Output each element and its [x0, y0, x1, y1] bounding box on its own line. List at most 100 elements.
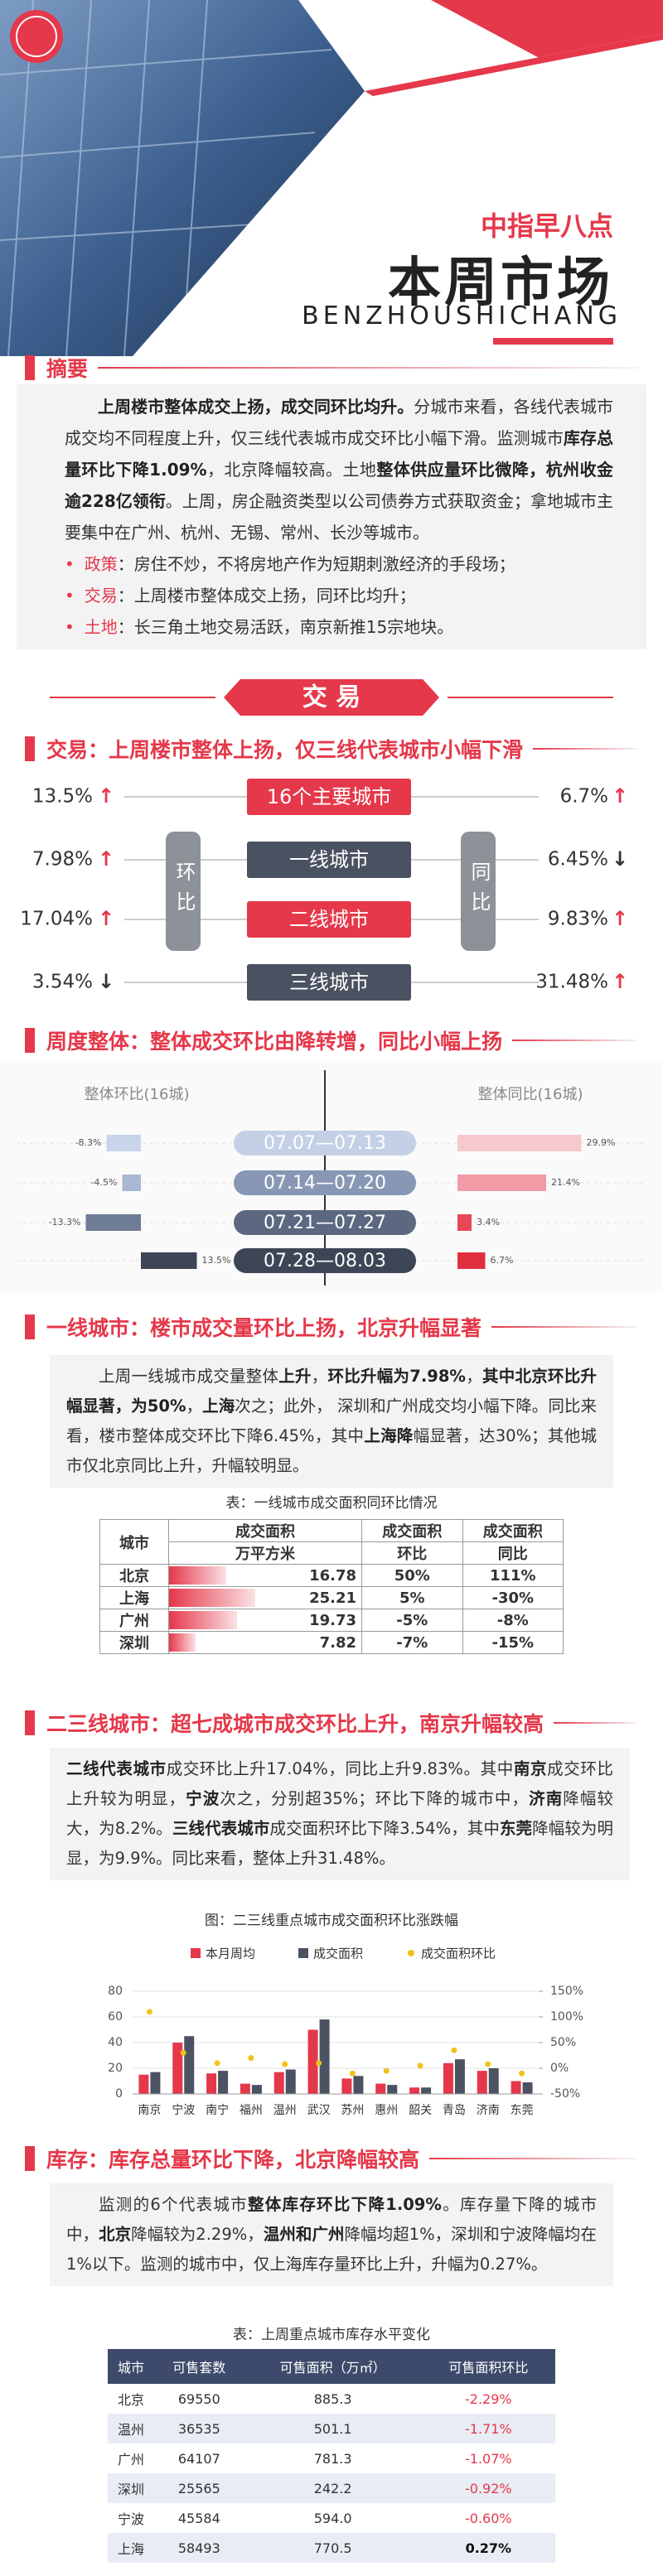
text-run: 。上周，房企融资类型以公司债券方式获取资金；拿地城市主要集中在广州、杭州、无锡、… [65, 491, 614, 543]
area-cell: 25.21 [168, 1586, 362, 1609]
bar [251, 2085, 262, 2094]
table-row: 深圳 7.82 -7% -15% [99, 1631, 564, 1654]
table-cell: 深圳 [117, 2482, 144, 2497]
header-cell: 成交面积 [168, 1519, 362, 1542]
table-cell: 0.27% [465, 2540, 512, 2556]
bold-text: 环比升幅为7.98% [327, 1367, 466, 1386]
area-bar [169, 1566, 227, 1585]
x-tick-label: 苏州 [341, 2104, 364, 2117]
y-tick-label: 20 [108, 2062, 123, 2075]
mom-arrow: ↓ [98, 970, 114, 993]
table-row: 宁波 45584 594.0 -0.60% [108, 2503, 555, 2533]
table-cell: 111% [462, 1564, 564, 1587]
bold-text: 北京 [99, 2225, 132, 2244]
summary-heading: 摘要 [25, 351, 638, 384]
header-cell: 可售套数 [153, 2349, 244, 2384]
table-cell: -8% [462, 1609, 564, 1632]
side-label-box [461, 832, 496, 951]
yoy-bar [457, 1252, 486, 1269]
text-run: 次之，分别超35%；环比下降的城市中， [220, 1789, 530, 1808]
building [0, 0, 365, 356]
bold-text: 整体库存环比下降1.09% [247, 2195, 442, 2214]
week-pill [234, 1248, 416, 1273]
bold-text: 其中北京环比升幅显著，为50% [66, 1367, 597, 1416]
header-cell: 城市 [99, 1519, 169, 1565]
table-cell: 770.5 [313, 2540, 352, 2556]
table-row: 广州 19.73 -5% -8% [99, 1609, 564, 1632]
mom-arrow: ↑ [98, 847, 114, 871]
y-tick-label: 40 [108, 2036, 123, 2049]
yoy-bar [457, 1175, 546, 1191]
y-tick-label: 80 [108, 1985, 123, 1998]
yoy-arrow: ↑ [612, 970, 628, 993]
subheader-cell: 环比 [361, 1541, 463, 1565]
table-cell: -2.29% [465, 2390, 512, 2407]
table-row: 深圳 25565 242.2 -0.92% [108, 2473, 555, 2503]
text-run: 降幅较为明显，为9.9%。同比来看，整体上升31.48%。 [66, 1819, 613, 1868]
area-cell: 7.82 [168, 1631, 362, 1654]
bold-text: 上升 [278, 1367, 312, 1386]
row-name: 16个主要城市 [267, 785, 392, 808]
week-label: 07.21—07.27 [264, 1213, 386, 1233]
bar [240, 2083, 250, 2094]
yoy-value: 6.45% [548, 849, 608, 871]
table-cell: -5% [361, 1609, 463, 1632]
row-name: 二线城市 [289, 908, 369, 931]
table-cell: 25565 [177, 2480, 220, 2496]
left-title: 整体环比(16城) [85, 1086, 190, 1103]
mom-value: 17.04% [20, 909, 93, 930]
x-tick-label: 惠州 [375, 2104, 398, 2117]
side-label: 同比 [467, 861, 491, 921]
yoy-label: 21.4% [551, 1177, 580, 1188]
bold-text: 库存总量环比下降1.09% [65, 428, 613, 480]
text-run: 幅显著，达30%；其他城市仅北京同比上升，升幅较明显。 [66, 1426, 598, 1475]
table-cell: 北京 [99, 1564, 169, 1587]
bar [218, 2071, 229, 2094]
mom-label: -4.5% [91, 1177, 118, 1188]
x-tick-label: 温州 [273, 2104, 297, 2117]
bullet-text: ：房住不炒，不将房地产作为短期刺激经济的手段场； [117, 554, 515, 574]
legend-label: 本月周均 [206, 1946, 255, 1961]
week-label: 07.28—08.03 [264, 1251, 386, 1271]
y2-tick-label: 0% [550, 2062, 569, 2075]
mom-label: -8.3% [75, 1137, 102, 1148]
logo [10, 10, 63, 63]
heading-text: 交易：上周楼市整体上扬，仅三线代表城市小幅下滑 [46, 738, 524, 762]
table-cell: 69550 [177, 2390, 220, 2407]
tier1-box: 上周一线城市成交量整体上升，环比升幅为7.98%，其中北京环比升幅显著，为50%… [50, 1355, 613, 1488]
table-cell: 深圳 [99, 1631, 169, 1654]
mom-bar [141, 1252, 197, 1269]
bold-text: 上周楼市整体成交上扬，成交同环比均升。 [98, 397, 414, 417]
bar [285, 2069, 296, 2094]
bold-text: 宁波 [186, 1789, 220, 1808]
yoy-arrow: ↑ [612, 907, 628, 930]
header-row: 城市 成交面积 成交面积 成交面积 [99, 1519, 564, 1565]
pinyin-title: BENZHOUSHICHANG [302, 301, 622, 330]
tier23-chart: 本月周均 成交面积 成交面积环比 0 20 40 60 80 -50% 0% 50% 100% 150%… [108, 1946, 583, 2118]
bar [454, 2059, 465, 2094]
header-cell: 可售面积（万㎡） [244, 2349, 422, 2384]
point [180, 2049, 186, 2056]
x-tick-label: 福州 [240, 2104, 263, 2117]
tier1-paragraph: 上周一线城市成交量整体上升，环比升幅为7.98%，其中北京环比升幅显著，为50%… [66, 1362, 597, 1481]
x-tick-label: 青岛 [443, 2104, 466, 2117]
header-row: 城市 可售套数 可售面积（万㎡） 可售面积环比 [108, 2349, 555, 2384]
yoy-arrow: ↑ [612, 784, 628, 808]
y2-tick-label: -50% [550, 2087, 580, 2101]
area-value: 25.21 [309, 1589, 356, 1607]
subheader-row: 万平方米 环比 同比 [100, 1541, 564, 1565]
legend-label: 成交面积 [313, 1946, 363, 1961]
bar [150, 2072, 161, 2094]
table-cell: -0.92% [465, 2480, 512, 2496]
bar [443, 2062, 453, 2094]
table-cell: 36535 [177, 2420, 220, 2437]
row-pill [247, 779, 411, 815]
area-value: 19.73 [309, 1611, 356, 1629]
point [417, 2062, 423, 2069]
weekly-heading: 周度整体：整体成交环比由降转增，同比小幅上扬 [25, 1024, 638, 1057]
point [214, 2060, 220, 2067]
table-row: 北京 69550 885.3 -2.29% [108, 2384, 555, 2414]
legend-swatch [298, 1948, 308, 1958]
text-run: 成交面积环比下降3.54%，其中 [269, 1819, 500, 1838]
